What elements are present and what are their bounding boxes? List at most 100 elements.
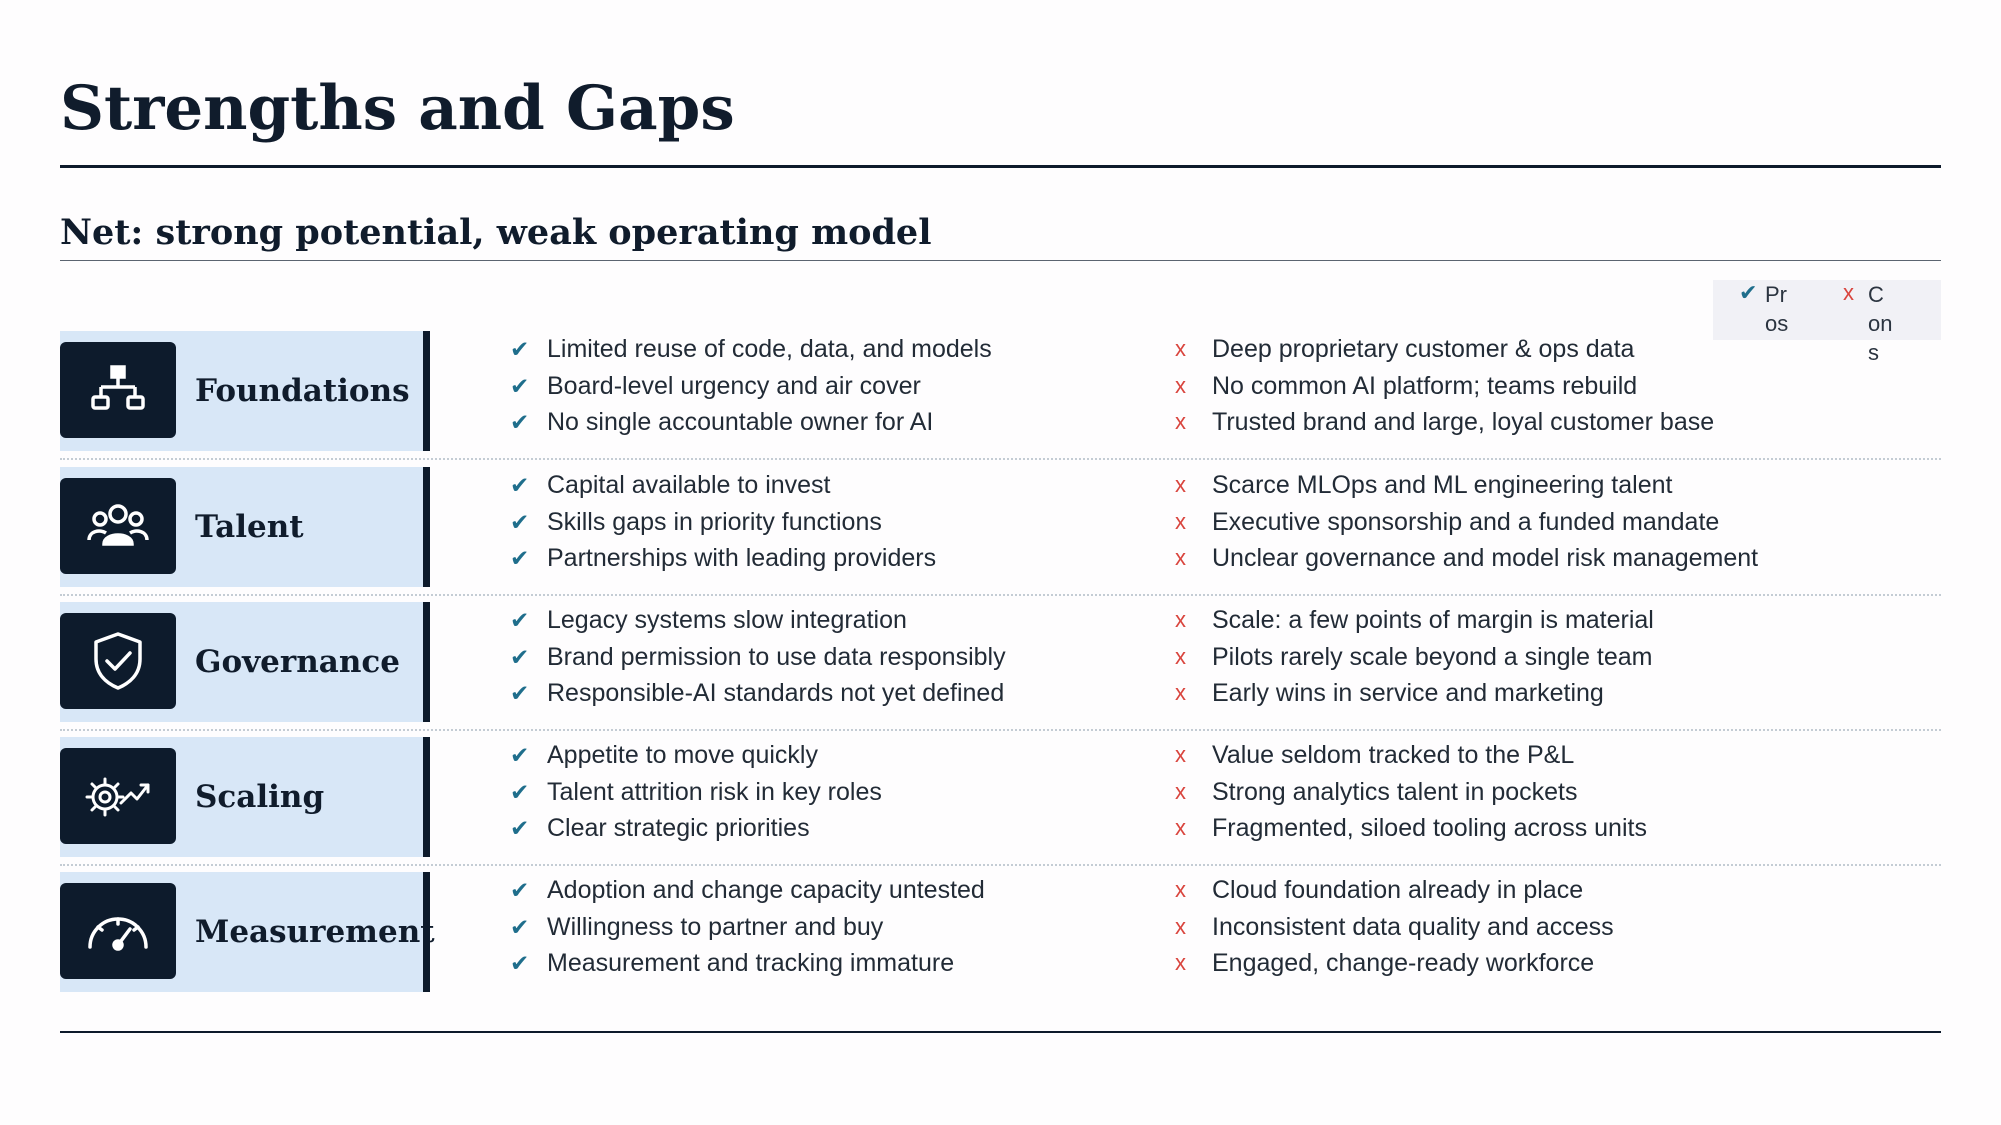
cons-item: x Executive sponsorship and a funded mand… [1175,504,1758,541]
row-measurement: Measurement ✔ Adoption and change capacit… [60,872,1941,992]
cons-item: x Trusted brand and large, loyal customer… [1175,404,1714,441]
cross-icon: x [1175,742,1186,767]
people-group-icon [60,478,176,574]
category-tile: Foundations [60,331,426,451]
check-icon: ✔ [510,607,530,633]
cons-item: x Cloud foundation already in place [1175,872,1614,909]
cons-item: x Pilots rarely scale beyond a single tea… [1175,639,1654,676]
cross-icon: x [1843,280,1854,305]
category-label: Talent [195,509,304,545]
cross-icon: x [1175,472,1186,497]
category-tile: Talent [60,467,426,587]
cons-list: x Scarce MLOps and ML engineering talent … [1175,467,1758,577]
page-title: Strengths and Gaps [60,73,735,144]
tile-divider [423,602,430,722]
row-separator [60,594,1941,596]
shield-check-icon [60,613,176,709]
row-separator [60,729,1941,731]
cons-item: x Early wins in service and marketing [1175,675,1654,712]
gauge-icon [60,883,176,979]
check-icon: ✔ [510,778,530,805]
cons-item: x Fragmented, siloed tooling across units [1175,810,1647,847]
check-icon: ✔ [510,545,530,571]
category-label: Foundations [195,373,410,409]
cons-item: x Deep proprietary customer & ops data [1175,331,1714,368]
row-scaling: Scaling ✔ Appetite to move quickly ✔ Talen… [60,737,1941,857]
tile-divider [423,331,430,451]
pros-item: ✔ Responsible-AI standards not yet define… [510,675,1006,712]
pros-item: ✔ Board-level urgency and air cover [510,368,992,405]
pros-item: ✔ Willingness to partner and buy [510,909,985,946]
cross-icon: x [1175,545,1186,570]
cross-icon: x [1175,913,1186,939]
row-separator [60,864,1941,866]
cons-item: x Strong analytics talent in pockets [1175,774,1647,811]
check-icon: ✔ [510,409,530,435]
category-label: Scaling [195,779,325,815]
pros-list: ✔ Capital available to invest ✔ Skills gap… [510,467,936,577]
cons-item: x Scarce MLOps and ML engineering talent [1175,467,1758,504]
cross-icon: x [1175,336,1186,361]
check-icon: ✔ [1739,280,1758,305]
category-label: Governance [195,644,400,680]
org-chart-icon [60,342,176,438]
cons-item: x Engaged, change-ready workforce [1175,945,1614,982]
pros-item: ✔ Adoption and change capacity untested [510,872,985,909]
row-foundations: Foundations ✔ Limited reuse of code, data… [60,331,1941,451]
tile-divider [423,872,430,992]
check-icon: ✔ [510,815,530,841]
pros-item: ✔ Measurement and tracking immature [510,945,985,982]
pros-item: ✔ Talent attrition risk in key roles [510,774,882,811]
check-icon: ✔ [510,336,530,362]
page-subtitle: Net: strong potential, weak operating mo… [60,212,932,253]
subtitle-rule [60,260,1941,261]
check-icon: ✔ [510,913,530,940]
cross-icon: x [1175,778,1186,804]
pros-list: ✔ Limited reuse of code, data, and models… [510,331,992,441]
pros-list: ✔ Legacy systems slow integration ✔ Brand … [510,602,1006,712]
legend: ✔ Pros x Cons [1713,280,1941,365]
cross-icon: x [1175,607,1186,632]
row-governance: Governance ✔ Legacy systems slow integrat… [60,602,1941,722]
pros-list: ✔ Appetite to move quickly ✔ Talent attrit… [510,737,882,847]
pros-item: ✔ Brand permission to use data responsibl… [510,639,1006,676]
check-icon: ✔ [510,950,530,976]
check-icon: ✔ [510,472,530,498]
pros-item: ✔ Appetite to move quickly [510,737,882,774]
check-icon: ✔ [510,877,530,903]
tile-divider [423,737,430,857]
legend-pros-label: Pros [1765,282,1789,336]
check-icon: ✔ [510,372,530,399]
pros-item: ✔ Legacy systems slow integration [510,602,1006,639]
cross-icon: x [1175,680,1186,705]
check-icon: ✔ [510,680,530,706]
cons-item: x No common AI platform; teams rebuild [1175,368,1714,405]
cons-item: x Value seldom tracked to the P&L [1175,737,1647,774]
pros-item: ✔ No single accountable owner for AI [510,404,992,441]
tile-divider [423,467,430,587]
row-separator [60,458,1941,460]
category-tile: Scaling [60,737,426,857]
pros-item: ✔ Limited reuse of code, data, and models [510,331,992,368]
pros-list: ✔ Adoption and change capacity untested ✔… [510,872,985,982]
check-icon: ✔ [510,643,530,670]
cross-icon: x [1175,877,1186,902]
cross-icon: x [1175,372,1186,398]
cons-item: x Scale: a few points of margin is materi… [1175,602,1654,639]
cons-list: x Scale: a few points of margin is materi… [1175,602,1654,712]
cross-icon: x [1175,508,1186,534]
pros-item: ✔ Skills gaps in priority functions [510,504,936,541]
bottom-rule [60,1031,1941,1033]
row-talent: Talent ✔ Capital available to invest ✔ Ski… [60,467,1941,587]
cons-list: x Cloud foundation already in place x Inco… [1175,872,1614,982]
gear-trend-icon [60,748,176,844]
title-rule [60,165,1941,168]
pros-item: ✔ Clear strategic priorities [510,810,882,847]
category-tile: Measurement [60,872,435,992]
cons-list: x Value seldom tracked to the P&L x Strong… [1175,737,1647,847]
cross-icon: x [1175,815,1186,840]
check-icon: ✔ [510,508,530,535]
cross-icon: x [1175,409,1186,434]
cross-icon: x [1175,950,1186,975]
